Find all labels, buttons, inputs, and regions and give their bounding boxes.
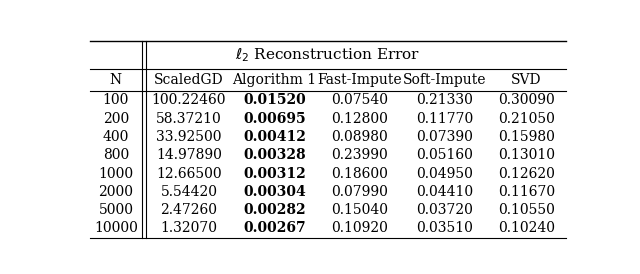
Text: 0.03510: 0.03510 [416,221,473,235]
Text: 2000: 2000 [99,185,133,199]
Text: 0.00267: 0.00267 [243,221,306,235]
Text: 1000: 1000 [99,167,134,181]
Text: 0.07540: 0.07540 [331,93,388,107]
Text: 0.04950: 0.04950 [416,167,473,181]
Text: 0.00328: 0.00328 [243,148,306,162]
Text: 0.10240: 0.10240 [498,221,555,235]
Text: 33.92500: 33.92500 [156,130,222,144]
Text: 0.10920: 0.10920 [331,221,388,235]
Text: 0.01520: 0.01520 [243,93,306,107]
Text: 0.05160: 0.05160 [416,148,473,162]
Text: 0.08980: 0.08980 [331,130,388,144]
Text: 0.21050: 0.21050 [498,112,555,126]
Text: 0.21330: 0.21330 [416,93,473,107]
Text: ScaledGD: ScaledGD [154,73,224,87]
Text: 0.00412: 0.00412 [243,130,306,144]
Text: 0.12800: 0.12800 [331,112,388,126]
Text: 0.12620: 0.12620 [498,167,555,181]
Text: 0.00312: 0.00312 [243,167,306,181]
Text: 14.97890: 14.97890 [156,148,222,162]
Text: 0.03720: 0.03720 [416,203,473,217]
Text: N: N [110,73,122,87]
Text: 0.00282: 0.00282 [243,203,306,217]
Text: 800: 800 [103,148,129,162]
Text: 10000: 10000 [94,221,138,235]
Text: 0.23990: 0.23990 [331,148,388,162]
Text: 0.11670: 0.11670 [498,185,555,199]
Text: 0.07390: 0.07390 [416,130,473,144]
Text: SVD: SVD [511,73,541,87]
Text: 2.47260: 2.47260 [161,203,218,217]
Text: 0.13010: 0.13010 [498,148,555,162]
Text: 1.32070: 1.32070 [161,221,218,235]
Text: Soft-Impute: Soft-Impute [403,73,486,87]
Text: 12.66500: 12.66500 [156,167,222,181]
Text: Algorithm 1: Algorithm 1 [232,73,317,87]
Text: 0.00695: 0.00695 [243,112,306,126]
Text: 400: 400 [103,130,129,144]
Text: 0.10550: 0.10550 [498,203,555,217]
Text: 200: 200 [103,112,129,126]
Text: 0.15980: 0.15980 [498,130,555,144]
Text: 0.18600: 0.18600 [331,167,388,181]
Text: 100: 100 [103,93,129,107]
Text: 0.07990: 0.07990 [331,185,388,199]
Text: $\ell_2$ Reconstruction Error: $\ell_2$ Reconstruction Error [236,46,420,64]
Text: 100.22460: 100.22460 [152,93,227,107]
Text: 5.54420: 5.54420 [161,185,218,199]
Text: 0.30090: 0.30090 [498,93,555,107]
Text: 0.15040: 0.15040 [331,203,388,217]
Text: 58.37210: 58.37210 [156,112,222,126]
Text: 0.11770: 0.11770 [415,112,473,126]
Text: 5000: 5000 [99,203,133,217]
Text: 0.04410: 0.04410 [416,185,473,199]
Text: Fast-Impute: Fast-Impute [317,73,402,87]
Text: 0.00304: 0.00304 [243,185,306,199]
